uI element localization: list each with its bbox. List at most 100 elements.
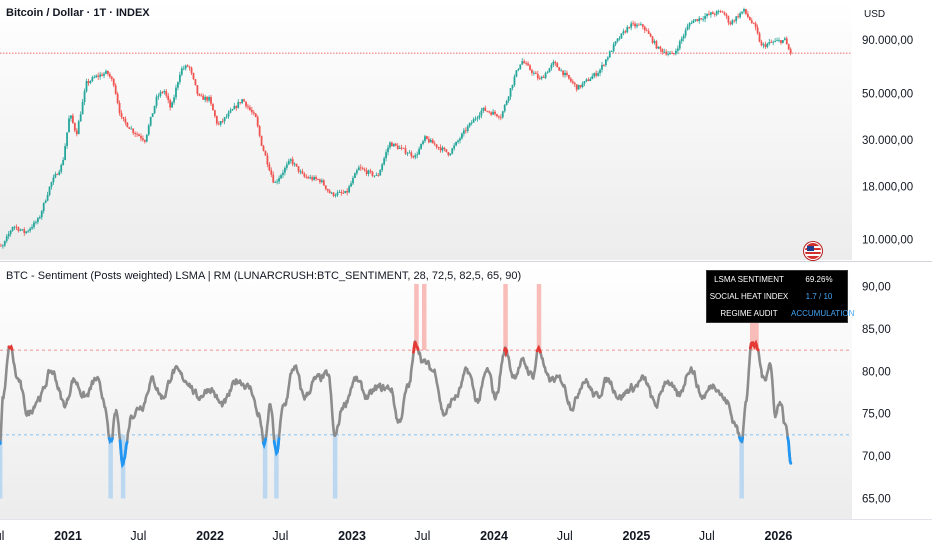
price-candle — [261, 136, 263, 146]
price-candle — [113, 79, 115, 85]
price-candle — [152, 113, 154, 117]
price-candle — [103, 74, 105, 76]
price-candle — [251, 110, 253, 112]
price-candle — [508, 97, 510, 101]
price-candle — [488, 111, 490, 112]
price-candle — [335, 195, 337, 196]
time-axis[interactable]: Jul2021Jul2022Jul2023Jul2024Jul2025Jul20… — [0, 520, 932, 544]
sentiment-overheat-segment — [750, 343, 758, 350]
price-candle — [696, 19, 698, 21]
price-candle — [434, 143, 436, 144]
price-candle — [333, 193, 335, 196]
price-candle — [463, 130, 465, 133]
price-candle — [163, 91, 165, 92]
price-candle — [426, 136, 428, 139]
price-candle — [183, 68, 185, 69]
price-candle — [743, 9, 745, 11]
price-candle — [576, 84, 578, 89]
price-candle — [257, 117, 259, 126]
price-candle — [156, 97, 158, 106]
price-candle — [346, 191, 348, 192]
price-candle — [370, 171, 372, 172]
time-axis-label: 2021 — [54, 529, 82, 543]
currency-label[interactable]: USD — [864, 9, 885, 20]
time-axis-label: Jul — [0, 529, 4, 543]
price-candle — [560, 70, 562, 71]
price-candle — [150, 117, 152, 125]
price-candle — [233, 106, 235, 109]
price-candle — [64, 146, 66, 160]
price-candle — [693, 21, 695, 23]
price-candle — [593, 73, 595, 76]
price-candle — [187, 65, 189, 66]
price-candle — [342, 193, 344, 194]
price-candle — [702, 19, 704, 20]
price-candle — [325, 185, 327, 189]
price-candle — [284, 168, 286, 173]
price-candle — [10, 231, 12, 234]
price-candle — [305, 177, 307, 178]
price-candle — [263, 146, 265, 151]
price-candle — [84, 91, 86, 102]
price-candle — [405, 148, 407, 153]
price-candle — [195, 79, 197, 85]
price-candle — [154, 106, 156, 113]
price-candle — [480, 111, 482, 116]
price-candle — [718, 11, 720, 12]
price-candle — [288, 161, 290, 164]
price-candle — [56, 174, 58, 175]
price-candle — [442, 148, 444, 151]
overheat-band — [503, 284, 508, 350]
price-candle — [578, 85, 580, 89]
price-candle — [624, 31, 626, 32]
price-candle — [309, 177, 311, 178]
price-candle — [300, 171, 302, 172]
price-candle — [99, 75, 101, 77]
table-row: SOCIAL HEAT INDEX 1.7 / 10 — [707, 288, 847, 305]
oversold-band — [108, 435, 113, 499]
price-candle — [31, 227, 33, 228]
price-candle — [196, 85, 198, 94]
price-candle — [683, 36, 685, 39]
price-candle — [175, 88, 177, 98]
price-candle — [198, 94, 200, 96]
price-candle — [372, 172, 374, 176]
price-candle — [763, 44, 765, 45]
price-candle — [681, 39, 683, 42]
price-candle — [66, 132, 68, 146]
overheat-band — [414, 284, 419, 350]
price-candle — [595, 73, 597, 75]
time-axis-label: Jul — [699, 529, 715, 543]
price-candle — [395, 144, 397, 146]
price-candle — [547, 72, 549, 73]
table-value: ACCUMULATION — [791, 309, 854, 318]
price-candle — [212, 104, 214, 111]
price-candle — [181, 68, 183, 74]
price-candle — [391, 143, 393, 147]
us-flag-icon[interactable] — [804, 242, 822, 260]
price-candle — [741, 12, 743, 14]
price-candle — [766, 44, 768, 47]
price-candle — [716, 11, 718, 14]
price-candle — [515, 70, 517, 76]
price-candle — [327, 189, 329, 191]
price-candle — [381, 164, 383, 170]
price-candle — [786, 38, 788, 44]
price-candle — [37, 218, 39, 222]
price-candle — [607, 57, 609, 59]
price-candle — [619, 38, 621, 39]
price-candle — [529, 65, 531, 70]
price-candle — [86, 81, 88, 91]
price-candle — [161, 92, 163, 93]
price-candle — [401, 148, 403, 149]
price-candle — [677, 49, 679, 51]
oversold-band — [333, 435, 338, 499]
price-candle — [537, 74, 539, 78]
price-candle — [521, 61, 523, 64]
price-axis-label: 10.000,00 — [862, 235, 913, 247]
price-candle — [373, 176, 375, 177]
time-axis-label: 2026 — [764, 529, 792, 543]
price-candle — [274, 182, 276, 183]
sentiment-overheat-segment — [505, 348, 507, 353]
price-candle — [95, 76, 97, 78]
